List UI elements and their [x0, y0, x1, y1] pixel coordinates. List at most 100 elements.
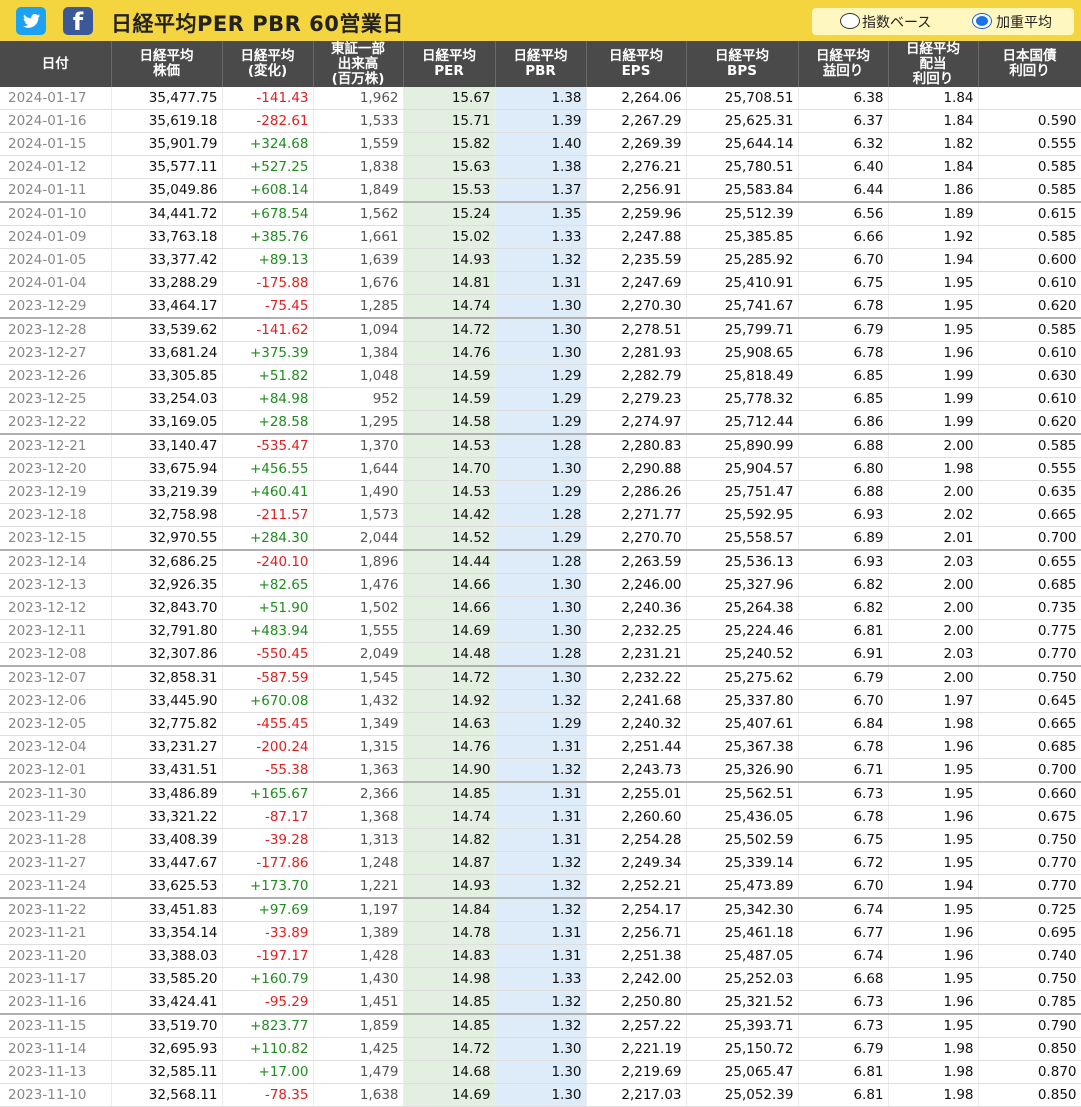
- cell-bps: 25,473.89: [686, 874, 799, 899]
- table-row: 2024-01-17 35,477.75 -141.43 1,962 15.67 1.38…: [0, 87, 1081, 110]
- cell-jgb-yield: 0.610: [978, 271, 1081, 295]
- cell-jgb-yield: 0.665: [978, 503, 1081, 527]
- cell-per: 15.71: [403, 109, 496, 133]
- cell-earnings-yield: 6.78: [798, 735, 889, 759]
- cell-volume: 1,533: [313, 109, 404, 133]
- cell-bps: 25,512.39: [686, 201, 799, 226]
- cell-eps: 2,231.21: [586, 642, 687, 667]
- cell-price: 33,377.42: [111, 248, 223, 272]
- table-row: 2023-11-16 33,424.41 -95.29 1,451 14.85 1.32 2…: [0, 990, 1081, 1015]
- radio-weighted-average[interactable]: [972, 13, 992, 29]
- cell-change: +823.77: [222, 1013, 314, 1038]
- cell-date: 2023-12-20: [0, 457, 112, 481]
- cell-price: 32,695.93: [111, 1037, 223, 1061]
- cell-date: 2023-12-01: [0, 758, 112, 783]
- cell-date: 2023-11-10: [0, 1083, 112, 1107]
- cell-pbr: 1.31: [495, 735, 587, 759]
- twitter-icon[interactable]: [16, 7, 46, 35]
- cell-bps: 25,321.52: [686, 990, 799, 1015]
- column-header-line: 出来高: [337, 55, 379, 72]
- cell-jgb-yield: 0.685: [978, 735, 1081, 759]
- cell-earnings-yield: 6.81: [798, 1083, 889, 1107]
- cell-pbr: 1.28: [495, 549, 587, 574]
- cell-date: 2023-12-27: [0, 341, 112, 365]
- table-row: 2023-12-07 32,858.31 -587.59 1,545 14.72 1.30…: [0, 665, 1081, 690]
- cell-bps: 25,799.71: [686, 317, 799, 342]
- cell-price: 33,254.03: [111, 387, 223, 411]
- column-header-line: (百万株): [331, 70, 385, 87]
- cell-change: -550.45: [222, 642, 314, 667]
- cell-price: 33,681.24: [111, 341, 223, 365]
- cell-dividend-yield: 2.03: [888, 642, 979, 667]
- cell-volume: 1,639: [313, 248, 404, 272]
- cell-per: 14.59: [403, 364, 496, 388]
- radio-index-base-label[interactable]: 指数ベース: [862, 15, 932, 31]
- cell-date: 2023-12-12: [0, 596, 112, 620]
- cell-jgb-yield: 0.675: [978, 805, 1081, 829]
- cell-earnings-yield: 6.88: [798, 433, 889, 458]
- cell-volume: 1,555: [313, 619, 404, 643]
- cell-bps: 25,708.51: [686, 87, 799, 110]
- cell-pbr: 1.32: [495, 874, 587, 899]
- table-row: 2023-11-22 33,451.83 +97.69 1,197 14.84 1.32 2…: [0, 897, 1081, 922]
- cell-volume: 1,962: [313, 87, 404, 110]
- cell-volume: 2,049: [313, 642, 404, 667]
- cell-pbr: 1.31: [495, 921, 587, 945]
- radio-weighted-average-label[interactable]: 加重平均: [996, 15, 1052, 31]
- facebook-icon[interactable]: f: [63, 7, 93, 36]
- table-row: 2023-11-30 33,486.89 +165.67 2,366 14.85 1.31…: [0, 781, 1081, 806]
- cell-dividend-yield: 1.84: [888, 155, 979, 179]
- cell-change: -535.47: [222, 433, 314, 458]
- cell-change: -240.10: [222, 549, 314, 574]
- cell-per: 14.58: [403, 410, 496, 435]
- cell-per: 14.69: [403, 619, 496, 643]
- cell-jgb-yield: 0.585: [978, 225, 1081, 249]
- radio-index-base[interactable]: [840, 13, 860, 29]
- cell-change: -455.45: [222, 712, 314, 736]
- cell-eps: 2,221.19: [586, 1037, 687, 1061]
- cell-change: +51.82: [222, 364, 314, 388]
- table-row: 2023-12-20 33,675.94 +456.55 1,644 14.70 1.30…: [0, 457, 1081, 481]
- cell-earnings-yield: 6.81: [798, 1060, 889, 1084]
- cell-date: 2023-12-13: [0, 573, 112, 597]
- cell-volume: 1,363: [313, 758, 404, 783]
- cell-earnings-yield: 6.66: [798, 225, 889, 249]
- cell-pbr: 1.30: [495, 294, 587, 319]
- cell-earnings-yield: 6.78: [798, 294, 889, 319]
- cell-price: 33,585.20: [111, 967, 223, 991]
- cell-price: 32,843.70: [111, 596, 223, 620]
- cell-per: 14.52: [403, 526, 496, 551]
- cell-date: 2023-12-21: [0, 433, 112, 458]
- cell-dividend-yield: 1.95: [888, 851, 979, 875]
- cell-date: 2023-12-04: [0, 735, 112, 759]
- cell-earnings-yield: 6.84: [798, 712, 889, 736]
- cell-date: 2024-01-05: [0, 248, 112, 272]
- cell-price: 33,763.18: [111, 225, 223, 249]
- cell-bps: 25,327.96: [686, 573, 799, 597]
- cell-dividend-yield: 2.01: [888, 526, 979, 551]
- cell-pbr: 1.29: [495, 712, 587, 736]
- cell-eps: 2,279.23: [586, 387, 687, 411]
- cell-change: -282.61: [222, 109, 314, 133]
- cell-jgb-yield: 0.750: [978, 665, 1081, 690]
- cell-volume: 1,430: [313, 967, 404, 991]
- cell-price: 33,288.29: [111, 271, 223, 295]
- cell-dividend-yield: 1.96: [888, 735, 979, 759]
- cell-eps: 2,254.28: [586, 828, 687, 852]
- cell-date: 2023-11-17: [0, 967, 112, 991]
- cell-dividend-yield: 2.03: [888, 549, 979, 574]
- cell-price: 32,307.86: [111, 642, 223, 667]
- cell-jgb-yield: 0.655: [978, 549, 1081, 574]
- cell-earnings-yield: 6.40: [798, 155, 889, 179]
- cell-volume: 1,638: [313, 1083, 404, 1107]
- cell-volume: 1,094: [313, 317, 404, 342]
- cell-pbr: 1.32: [495, 248, 587, 272]
- cell-bps: 25,240.52: [686, 642, 799, 667]
- column-header-earnings-yield: 日経平均 益回り: [798, 41, 889, 87]
- cell-volume: 1,838: [313, 155, 404, 179]
- cell-per: 14.48: [403, 642, 496, 667]
- cell-bps: 25,410.91: [686, 271, 799, 295]
- cell-change: +84.98: [222, 387, 314, 411]
- table-row: 2023-12-01 33,431.51 -55.38 1,363 14.90 1.32 2…: [0, 758, 1081, 783]
- cell-dividend-yield: 1.96: [888, 944, 979, 968]
